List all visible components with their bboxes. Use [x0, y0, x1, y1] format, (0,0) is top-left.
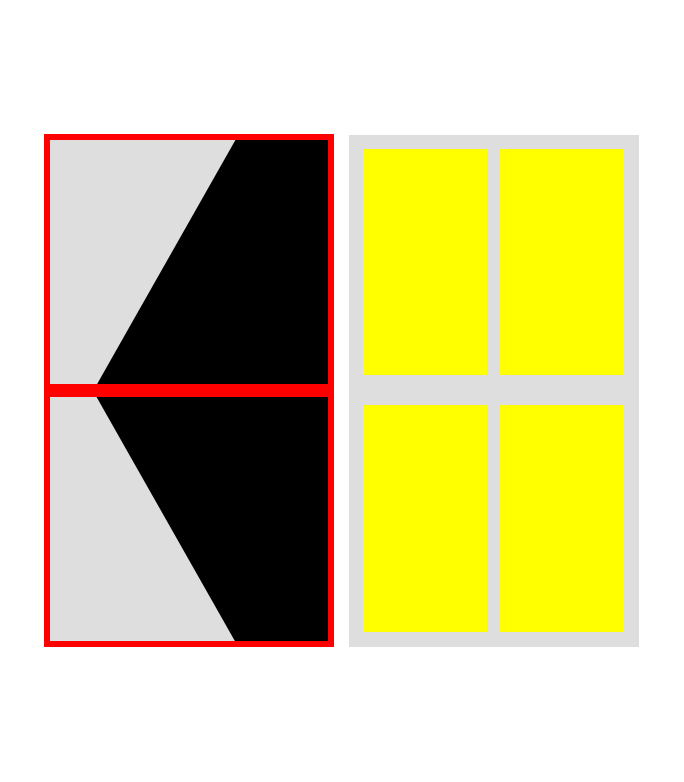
left-panel-figure [44, 134, 334, 647]
yellow-tile-bottom-left [363, 405, 487, 632]
yellow-tile-top-left [363, 149, 487, 375]
right-panel-figure [349, 135, 639, 647]
yellow-tile-top-right [500, 149, 624, 375]
right-tile-panel [349, 135, 639, 647]
left-frame-panel [44, 134, 334, 647]
bottom-black-wedge [96, 396, 330, 643]
top-black-wedge [96, 139, 330, 386]
yellow-tile-bottom-right [500, 405, 624, 632]
middle-red-bar [44, 384, 334, 397]
